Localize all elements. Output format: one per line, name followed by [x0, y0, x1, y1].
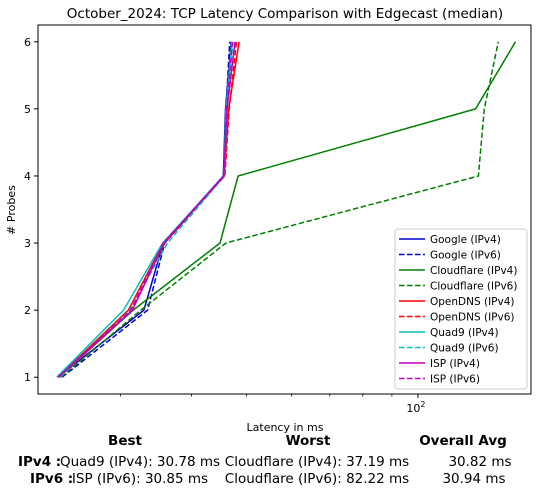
- legend-label-google-ipv4: Google (IPv4): [430, 234, 501, 246]
- y-tick-label: 5: [24, 103, 31, 116]
- y-tick-label: 1: [24, 371, 31, 384]
- x-axis-label: Latency in ms: [247, 421, 324, 434]
- y-tick-label: 6: [24, 36, 31, 49]
- legend-label-isp-ipv4: ISP (IPv4): [430, 358, 480, 370]
- legend-label-opendns-ipv4: OpenDNS (IPv4): [430, 296, 515, 308]
- x-tick-label: 102: [406, 400, 425, 415]
- legend-label-isp-ipv6: ISP (IPv6): [430, 374, 480, 386]
- legend-box: [394, 228, 528, 390]
- series-layer: [56, 41, 517, 378]
- legend-label-quad9-ipv6: Quad9 (IPv6): [430, 343, 499, 355]
- y-tick-label: 2: [24, 304, 31, 317]
- chart-title: October_2024: TCP Latency Comparison wit…: [67, 6, 503, 22]
- legend-label-google-ipv6: Google (IPv6): [430, 250, 501, 262]
- y-axis-label: # Probes: [5, 185, 18, 235]
- legend-label-opendns-ipv6: OpenDNS (IPv6): [430, 312, 515, 324]
- legend-label-quad9-ipv4: Quad9 (IPv4): [430, 327, 499, 339]
- legend-label-cloudflare-ipv6: Cloudflare (IPv6): [430, 281, 517, 293]
- legend-label-cloudflare-ipv4: Cloudflare (IPv4): [430, 265, 517, 277]
- series-line-cloudflare-ipv6: [60, 41, 500, 378]
- y-tick-label: 3: [24, 237, 31, 250]
- legend: Google (IPv4) Google (IPv6) Cloudflare (IP…: [394, 228, 528, 390]
- y-tick-label: 4: [24, 170, 31, 183]
- series-line-isp-ipv6: [58, 41, 234, 378]
